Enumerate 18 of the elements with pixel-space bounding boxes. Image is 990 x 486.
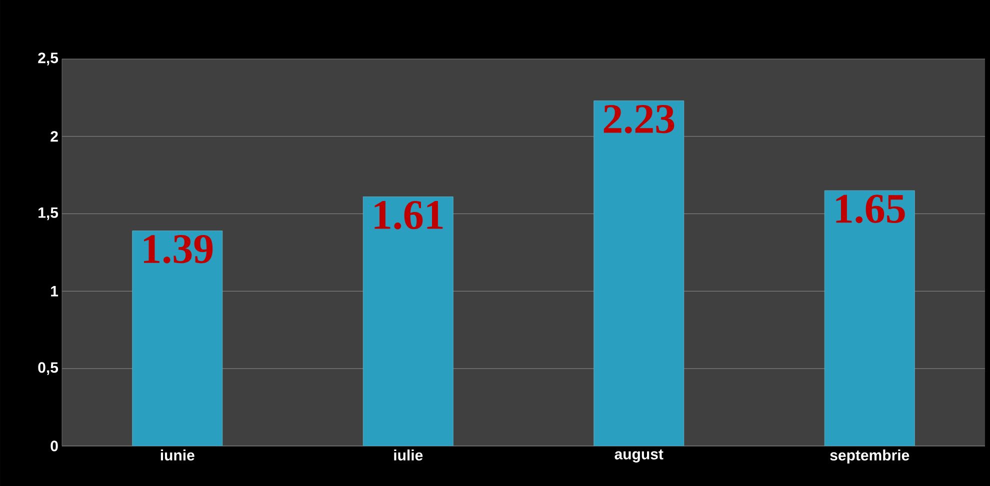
bar	[132, 230, 223, 446]
data-label: 1.65	[836, 194, 905, 224]
x-tick-label: septembrie	[830, 450, 910, 464]
bar	[824, 190, 915, 446]
data-label: 1.39	[144, 235, 213, 264]
y-tick-label: 2,5	[38, 52, 58, 66]
x-tick-label: august	[614, 450, 664, 462]
y-tick-label: 0	[50, 440, 58, 452]
data-label: 2.23	[604, 104, 674, 134]
y-tick-label: 1	[51, 286, 58, 296]
x-tick-label: iunie	[160, 450, 194, 461]
data-label: 1.61	[374, 200, 443, 230]
y-tick-label: 0,5	[38, 362, 58, 375]
x-tick-label: iulie	[394, 450, 423, 461]
bar	[362, 196, 454, 446]
y-tick-label: 2	[50, 131, 58, 142]
bar	[594, 100, 684, 446]
y-tick-label: 1,5	[38, 207, 58, 220]
